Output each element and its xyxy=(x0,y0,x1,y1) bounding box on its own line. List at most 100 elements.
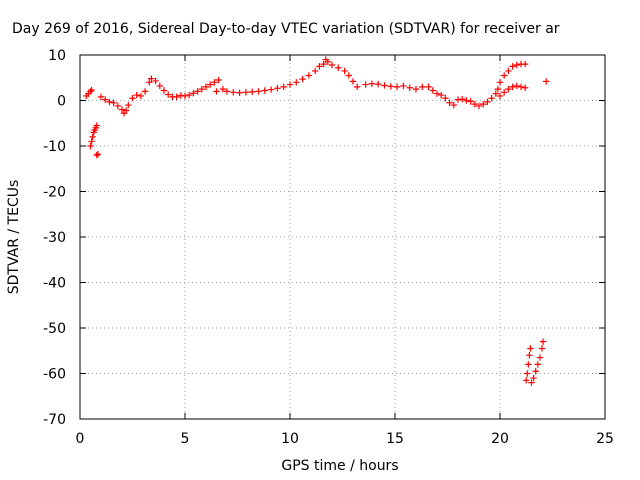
chart-title: Day 269 of 2016, Sidereal Day-to-day VTE… xyxy=(12,21,560,37)
data-point xyxy=(523,377,530,384)
data-point xyxy=(152,77,159,85)
data-point xyxy=(406,84,413,91)
data-point xyxy=(480,100,487,108)
data-point xyxy=(93,151,100,159)
data-point xyxy=(341,67,348,75)
y-tick-label: -30 xyxy=(43,230,66,246)
data-point xyxy=(387,83,394,90)
data-point xyxy=(509,83,516,91)
data-point xyxy=(181,92,189,100)
data-point xyxy=(88,138,95,145)
x-tick-label: 10 xyxy=(281,431,299,447)
data-point xyxy=(368,80,376,87)
data-point xyxy=(527,345,534,352)
data-point xyxy=(87,142,94,150)
data-point xyxy=(450,101,457,109)
data-point xyxy=(211,79,218,86)
data-marks xyxy=(83,56,550,386)
y-tick-label: 0 xyxy=(57,94,66,110)
y-tick-label: -50 xyxy=(43,321,66,337)
data-point xyxy=(513,61,520,69)
y-tick-label: -40 xyxy=(43,276,66,292)
data-point xyxy=(299,75,306,83)
data-point xyxy=(543,78,550,85)
data-point xyxy=(148,75,155,82)
data-point xyxy=(419,83,426,91)
data-point xyxy=(123,107,130,114)
data-point xyxy=(438,91,445,99)
grid-lines xyxy=(80,55,605,419)
data-point xyxy=(488,95,495,102)
data-point xyxy=(110,99,117,106)
data-point xyxy=(393,83,401,91)
data-point xyxy=(505,85,512,93)
data-point xyxy=(524,370,531,377)
data-point xyxy=(522,84,529,91)
data-point xyxy=(94,150,102,158)
data-point xyxy=(207,81,214,88)
y-tick-label: 10 xyxy=(48,48,66,64)
x-tick-label: 0 xyxy=(76,431,85,447)
data-point xyxy=(349,78,357,85)
data-point xyxy=(335,64,342,71)
x-tick-label: 5 xyxy=(181,431,190,447)
data-point xyxy=(375,80,382,88)
data-point xyxy=(501,72,508,79)
data-point xyxy=(362,81,369,88)
data-point xyxy=(173,93,180,101)
data-point xyxy=(539,338,547,345)
y-tick-label: -70 xyxy=(43,412,66,428)
data-point xyxy=(286,81,294,88)
data-point xyxy=(93,122,100,129)
data-point xyxy=(133,91,140,99)
data-point xyxy=(215,76,222,84)
x-tick-label: 15 xyxy=(386,431,404,447)
data-point xyxy=(538,345,546,352)
data-point xyxy=(223,88,231,95)
data-point xyxy=(459,95,466,103)
data-point xyxy=(381,82,388,89)
data-point xyxy=(328,61,336,69)
data-point xyxy=(118,106,126,113)
data-point xyxy=(186,91,193,99)
data-point xyxy=(513,82,520,90)
data-point xyxy=(467,98,474,105)
data-point xyxy=(534,361,541,368)
data-point xyxy=(496,92,504,100)
data-point xyxy=(312,67,319,75)
x-tick-label: 20 xyxy=(491,431,509,447)
data-point xyxy=(255,88,262,95)
data-point xyxy=(87,88,94,95)
data-point xyxy=(463,97,470,104)
x-tick-label: 25 xyxy=(596,431,614,447)
data-point xyxy=(280,83,287,91)
data-point xyxy=(530,374,537,382)
data-point xyxy=(345,72,352,79)
data-point xyxy=(305,72,313,79)
data-point xyxy=(146,79,153,86)
data-point xyxy=(106,98,113,106)
data-point xyxy=(471,100,478,108)
data-point xyxy=(412,85,420,93)
data-point xyxy=(320,60,327,68)
data-point xyxy=(316,63,323,70)
data-point xyxy=(129,95,136,102)
data-point xyxy=(156,82,163,90)
y-axis-label: SDTVAR / TECUs xyxy=(6,180,22,295)
data-point xyxy=(484,98,491,106)
data-point xyxy=(125,101,132,109)
y-tick-label: -60 xyxy=(43,367,66,383)
data-point xyxy=(442,95,449,102)
data-point xyxy=(261,87,268,94)
data-point xyxy=(505,67,512,75)
data-point xyxy=(494,85,502,93)
data-point xyxy=(509,63,516,70)
data-point xyxy=(522,60,529,68)
data-point xyxy=(190,90,197,97)
data-point xyxy=(496,79,504,86)
data-point xyxy=(536,354,544,361)
data-point xyxy=(425,83,432,91)
data-point xyxy=(475,102,483,110)
data-point xyxy=(433,90,441,97)
